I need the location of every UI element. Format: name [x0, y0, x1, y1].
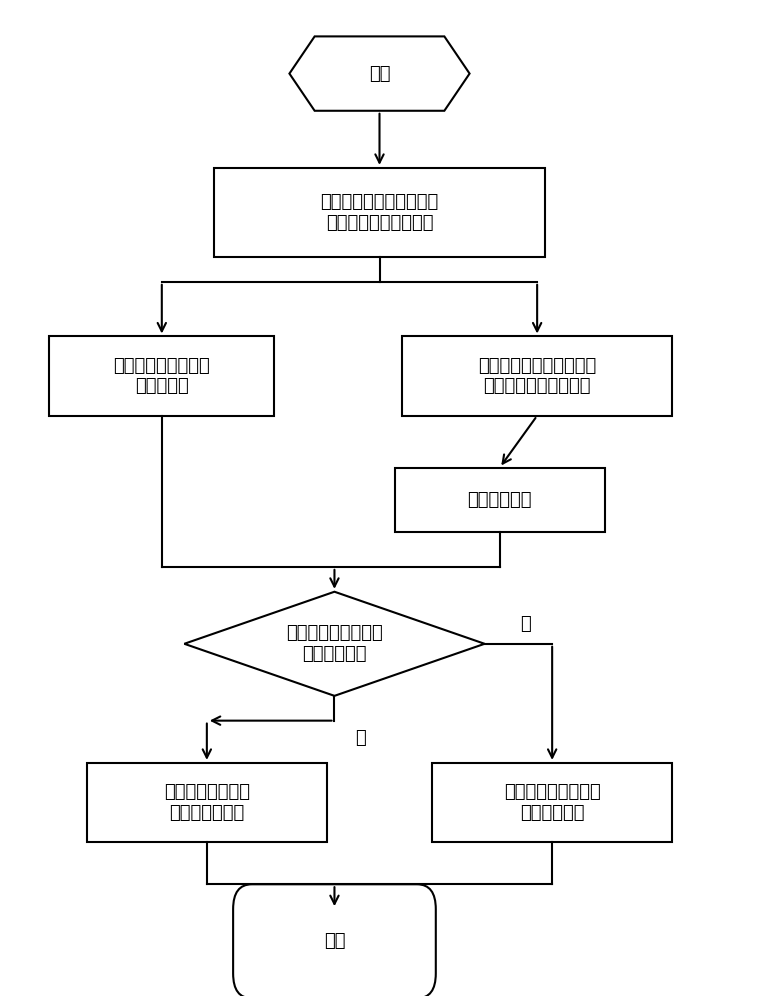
Text: 是: 是 [355, 729, 366, 747]
Text: 开始: 开始 [369, 65, 390, 83]
Text: 判定在监测信道内无
授权用户信号: 判定在监测信道内无 授权用户信号 [504, 783, 600, 822]
Text: 计算判决门限: 计算判决门限 [468, 491, 532, 509]
Text: 比较检验统计量是否
大于判决门限: 比较检验统计量是否 大于判决门限 [286, 624, 383, 663]
Text: 否: 否 [521, 615, 531, 633]
Text: 利用采样信号来计算
检验统计量: 利用采样信号来计算 检验统计量 [113, 357, 210, 395]
Text: 结束: 结束 [323, 932, 345, 950]
Text: 利用采样信号和现有技术
来估计噪声功率的分布: 利用采样信号和现有技术 来估计噪声功率的分布 [478, 357, 597, 395]
Text: 判定在监测信道内
有授权用户信号: 判定在监测信道内 有授权用户信号 [164, 783, 250, 822]
Text: 利用当前感知用户对监测
信道中的信号进行采样: 利用当前感知用户对监测 信道中的信号进行采样 [320, 193, 439, 232]
